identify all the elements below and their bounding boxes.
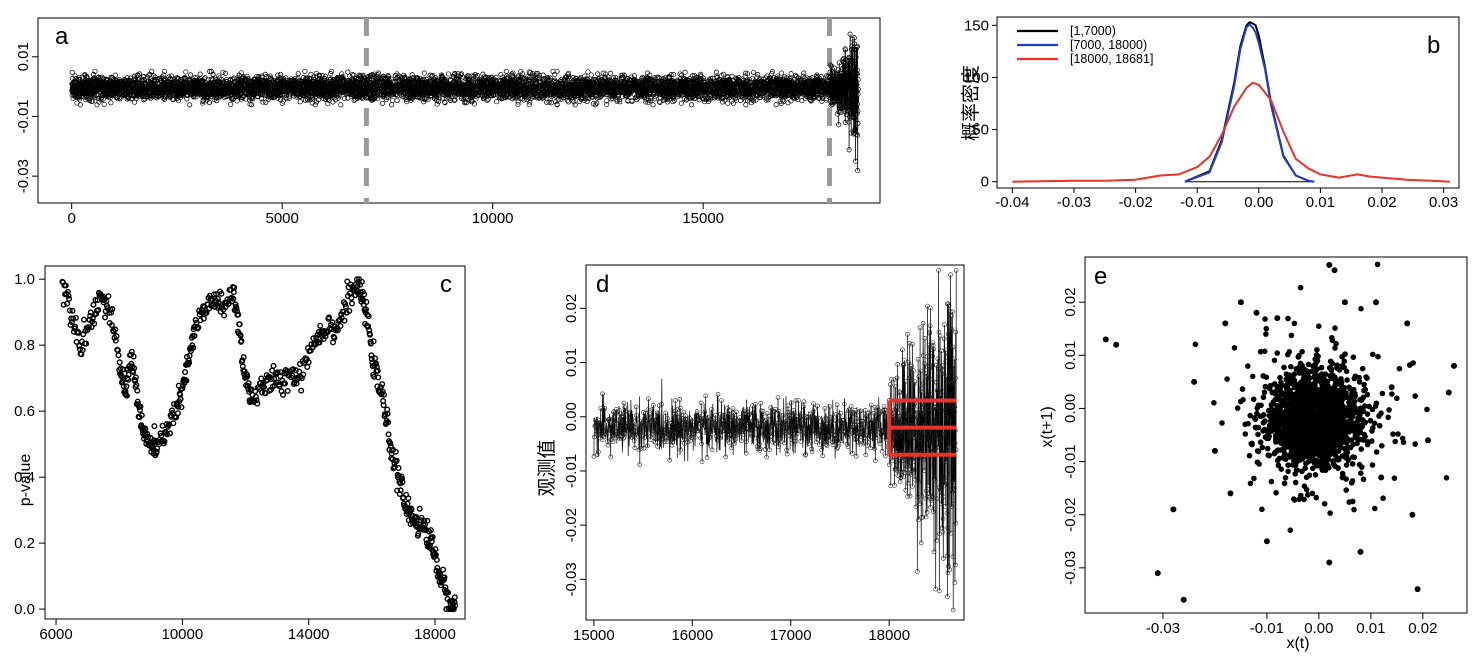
panel-c-letter: c: [440, 271, 452, 298]
panel-d-axes: 15000 16000 17000 18000 0.02 0.01 0.00 -0.01 -0.…: [563, 294, 910, 644]
panel-b-axes: -0.04 -0.03 -0.02 -0.01 0.00 0.01 0.02 0.03 0 50 1…: [964, 17, 1458, 211]
panel-a-ytick-label-0: 0.01: [15, 42, 32, 71]
panel-b-density: -0.04 -0.03 -0.02 -0.01 0.00 0.01 0.02 0.03 0 50 1…: [960, 16, 1460, 211]
panel-e-xtick-label-4: 0.02: [1408, 620, 1437, 637]
panel-b-legend-label-2: [18000, 18681]: [1070, 52, 1153, 66]
panel-e-ylabel: x(t+1): [1039, 406, 1056, 447]
panel-d-xtick-label-3: 18000: [868, 627, 910, 644]
panel-b-xtick-label-5: 0.01: [1306, 194, 1335, 211]
panel-b-legend-label-1: [7000, 18000): [1070, 38, 1147, 52]
panel-b-xtick-label-1: -0.03: [1057, 194, 1091, 211]
panel-d-bracket: [887, 398, 957, 457]
panel-e-ytick-label-2: 0.00: [1062, 394, 1079, 423]
panel-b-xtick-label-3: -0.01: [1180, 194, 1214, 211]
panel-e-ytick-label-5: -0.03: [1062, 551, 1079, 585]
panel-c-ytick-label-0: 0.0: [14, 601, 35, 618]
panel-e-xtick-label-0: -0.03: [1146, 620, 1180, 637]
panel-e-xtick-label-2: 0.00: [1304, 620, 1333, 637]
panel-b-xtick-label-0: -0.04: [995, 194, 1029, 211]
panel-c-ytick-label-2: 0.4: [14, 469, 35, 486]
panel-a-xtick-label-3: 15000: [682, 210, 724, 227]
panel-d-xtick-label-1: 16000: [671, 627, 713, 644]
panel-c-point-trace: [59, 276, 459, 613]
panel-b-xtick-label-7: 0.03: [1429, 194, 1458, 211]
panel-c-ytick-label-1: 0.2: [14, 535, 35, 552]
panel-c-frame: [44, 265, 466, 620]
panel-b-ytick-label-3: 150: [964, 17, 989, 34]
panel-e-frame: [1084, 256, 1468, 614]
panel-e-axes: -0.03 -0.01 0.00 0.01 0.02 0.02 0.01 0.00 -0.01 -…: [1062, 288, 1437, 637]
panel-e-xlabel: x(t): [1286, 635, 1309, 652]
panel-a-volatile-points: [826, 31, 861, 174]
panel-b-frame: [996, 16, 1460, 189]
panel-a-change-lines: [363, 18, 832, 203]
panel-b-ytick-label-2: 100: [964, 69, 989, 86]
panel-c-ylabel: p-value: [17, 454, 34, 507]
panel-c-xtick-label-0: 6000: [39, 626, 72, 643]
panel-e-lag-plot: -0.03 -0.01 0.00 0.01 0.02 0.02 0.01 0.00 -0.01 -…: [1039, 256, 1468, 652]
panel-b-legend: [1,7000)[7000, 18000)[18000, 18681]: [1017, 24, 1153, 66]
panel-a-xtick-label-1: 5000: [265, 210, 298, 227]
panel-b-letter: b: [1427, 32, 1440, 59]
panel-c-points: [59, 276, 459, 613]
panel-d-ytick-label-4: -0.02: [563, 508, 580, 542]
panel-a-point-cloud: [69, 68, 832, 108]
panel-e-ytick-label-0: 0.02: [1062, 288, 1079, 317]
panel-d-ytick-label-2: 0.00: [563, 402, 580, 431]
panel-c-xtick-label-3: 18000: [414, 626, 456, 643]
panel-c-xtick-label-1: 10000: [162, 626, 204, 643]
panel-a-xtick-label-2: 10000: [472, 210, 514, 227]
panel-a-xtick-label-0: 0: [68, 210, 76, 227]
panel-c-axes: 6000 10000 14000 18000 0.0 0.2 0.4 0.6 0.8 1.0: [14, 271, 456, 643]
panel-c-p-value: 6000 10000 14000 18000 0.0 0.2 0.4 0.6 0.8 1.0 p-…: [14, 265, 466, 643]
panel-c-ytick-label-3: 0.6: [14, 403, 35, 420]
panel-a-axes: 0 5000 10000 15000 0.01 -0.01 -0.03: [15, 42, 724, 227]
panel-b-series-2: [1012, 81, 1450, 183]
panel-c-ytick-label-5: 1.0: [14, 271, 35, 288]
panel-d-points: [591, 268, 959, 613]
panel-b-xtick-label-6: 0.02: [1367, 194, 1396, 211]
panel-d-ytick-label-0: 0.02: [563, 294, 580, 323]
panel-b-ylabel: 概率密度: [960, 65, 982, 141]
panel-a-points: [69, 31, 861, 174]
panel-a-ytick-label-2: -0.03: [15, 159, 32, 193]
panel-b-ytick-label-1: 50: [972, 122, 989, 139]
panel-a-time-series: 0 5000 10000 15000 0.01 -0.01 -0.03 a: [15, 17, 881, 227]
panel-a-frame: [37, 17, 881, 204]
panel-d-letter: d: [596, 271, 609, 298]
panel-d-ylabel: 观测值: [536, 439, 558, 496]
panel-d-frame: [585, 264, 965, 621]
panel-e-point-cloud: [1102, 261, 1457, 603]
panel-e-ytick-label-3: -0.01: [1062, 444, 1079, 478]
panel-e-ytick-label-1: 0.01: [1062, 341, 1079, 370]
panel-e-xtick-label-3: 0.01: [1356, 620, 1385, 637]
panel-c-ytick-label-4: 0.8: [14, 337, 35, 354]
panel-d-ytick-label-5: -0.03: [563, 562, 580, 596]
panel-e-ytick-label-4: -0.02: [1062, 498, 1079, 532]
panel-b-density-curves: [1012, 21, 1450, 183]
panel-d-ytick-label-3: -0.01: [563, 454, 580, 488]
panel-d-ytick-label-1: 0.01: [563, 348, 580, 377]
panel-b-ytick-label-0: 0: [981, 174, 989, 191]
panel-e-xtick-label-1: -0.01: [1250, 620, 1284, 637]
panel-d-xtick-label-2: 17000: [770, 627, 812, 644]
panel-b-xtick-label-4: 0.00: [1244, 194, 1273, 211]
panel-b-legend-label-0: [1,7000): [1070, 24, 1116, 38]
panel-c-xtick-label-2: 14000: [288, 626, 330, 643]
panel-e-points: [1102, 261, 1457, 603]
panel-d-observations: 15000 16000 17000 18000 0.02 0.01 0.00 -0.01 -0.…: [536, 264, 965, 644]
panel-a-ytick-label-1: -0.01: [15, 99, 32, 133]
panel-e-letter: e: [1094, 263, 1107, 290]
panel-a-letter: a: [55, 23, 69, 50]
panel-b-series-1: [1184, 23, 1315, 183]
panel-d-xtick-label-0: 15000: [573, 627, 615, 644]
panel-b-xtick-label-2: -0.02: [1118, 194, 1152, 211]
